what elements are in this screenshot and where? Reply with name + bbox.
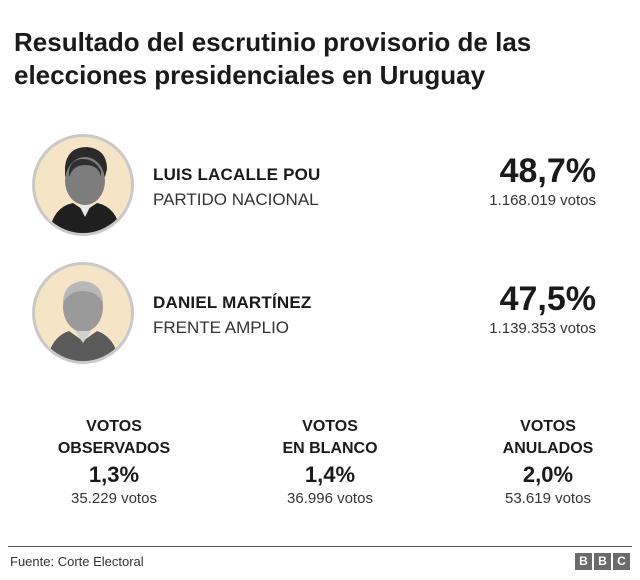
stat-label-line-1: VOTOS (86, 418, 142, 435)
candidate-photo-avatar (32, 134, 134, 236)
candidate-percent: 48,7% (499, 152, 596, 190)
bbc-logo-letter: B (594, 553, 611, 570)
stat-label-line-1: VOTOS (302, 418, 358, 435)
candidate-party: FRENTE AMPLIO (153, 318, 290, 337)
person-portrait-icon (47, 281, 119, 361)
bbc-logo: B B C (575, 553, 630, 570)
stat-label-line-1: VOTOS (520, 418, 576, 435)
stat-votes: 35.229 votos (71, 490, 157, 507)
stat-votes: 53.619 votos (505, 490, 591, 507)
candidate-name: DANIEL MARTÍNEZ (153, 293, 312, 312)
stat-label-line-2: ANULADOS (502, 440, 594, 457)
candidate-name: LUIS LACALLE POU (153, 165, 321, 184)
stat-votos-observados: VOTOS OBSERVADOS 1,3% 35.229 votos (14, 416, 214, 507)
stat-label-line-2: EN BLANCO (282, 440, 378, 457)
source-credit: Fuente: Corte Electoral (10, 554, 144, 569)
title-line-2: elecciones presidenciales en Uruguay (14, 60, 486, 90)
bbc-logo-letter: B (575, 553, 592, 570)
bbc-logo-letter: C (613, 553, 630, 570)
candidate-votes: 1.139.353 votos (489, 320, 596, 337)
page-title: Resultado del escrutinio provisorio de l… (14, 26, 624, 92)
stat-percent: 2,0% (522, 462, 574, 487)
stat-percent: 1,3% (88, 462, 140, 487)
candidate-votes: 1.168.019 votos (489, 192, 596, 209)
title-line-1: Resultado del escrutinio provisorio de l… (14, 27, 532, 57)
candidate-photo-avatar (32, 262, 134, 364)
stat-votos-anulados: VOTOS ANULADOS 2,0% 53.619 votos (448, 416, 640, 507)
candidate-party: PARTIDO NACIONAL (153, 190, 319, 209)
stat-label-line-2: OBSERVADOS (57, 440, 171, 457)
footer-divider (8, 546, 632, 547)
candidate-row-martinez: DANIEL MARTÍNEZ FRENTE AMPLIO 47,5% 1.13… (0, 262, 640, 372)
person-portrait-icon (49, 147, 121, 233)
stat-votos-en-blanco: VOTOS EN BLANCO 1,4% 36.996 votos (230, 416, 430, 507)
candidate-row-lacalle-pou: LUIS LACALLE POU PARTIDO NACIONAL 48,7% … (0, 134, 640, 244)
stat-percent: 1,4% (304, 462, 356, 487)
stat-votes: 36.996 votos (287, 490, 373, 507)
candidate-percent: 47,5% (499, 280, 596, 318)
